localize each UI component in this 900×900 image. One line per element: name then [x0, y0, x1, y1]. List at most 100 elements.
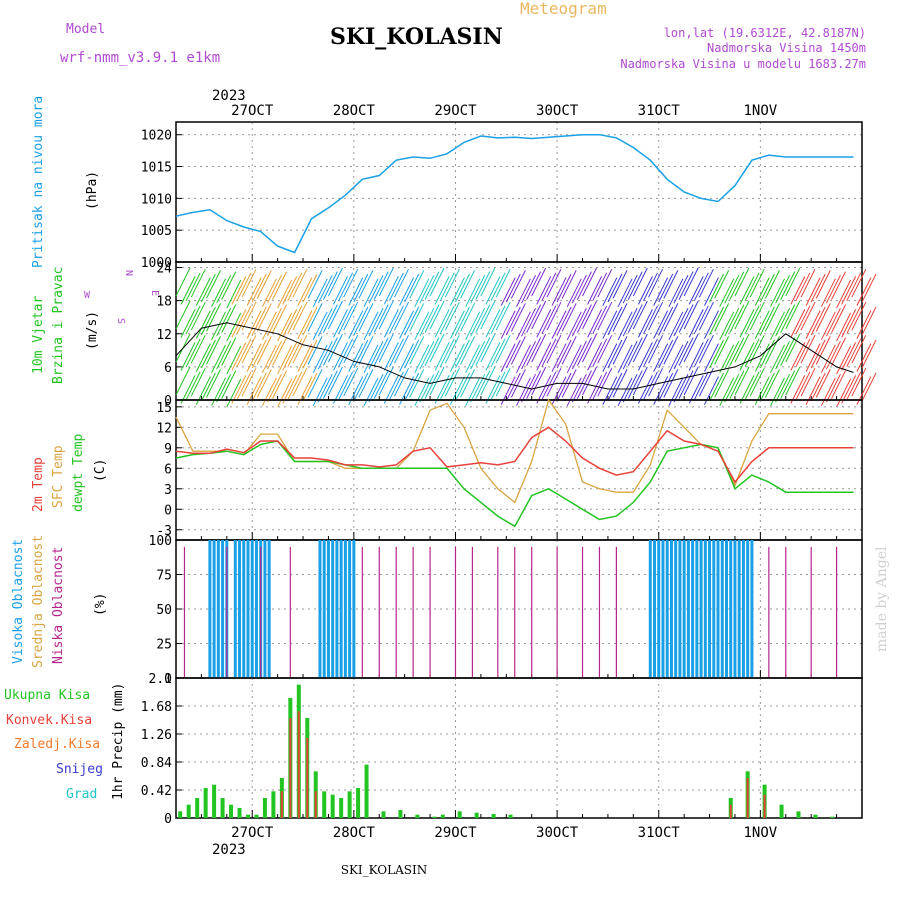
high-cloud-bar	[326, 540, 330, 678]
wind-barb	[485, 276, 501, 305]
wind-barb	[185, 305, 201, 335]
wind-barb	[338, 371, 354, 401]
wind-barb	[302, 273, 318, 303]
wind-barb	[775, 307, 791, 337]
wind-barb	[612, 303, 628, 332]
wind-barb	[404, 273, 420, 303]
total-precip-bar	[440, 814, 445, 818]
wind-barb	[414, 344, 430, 374]
wind-barb	[719, 311, 735, 341]
wind-barb	[455, 306, 470, 336]
convective-precip-bar	[280, 791, 283, 818]
wind-barb	[399, 343, 415, 372]
wind-barb	[510, 270, 526, 299]
high-cloud-bar	[267, 540, 271, 678]
wind-barb	[587, 375, 603, 404]
wind-barb	[312, 311, 328, 341]
y-tick-label: 50	[156, 603, 172, 618]
wind-barb	[536, 342, 552, 371]
wind-barb	[373, 304, 389, 333]
wind-unit: (m/s)	[85, 311, 100, 350]
wind-barb	[546, 301, 562, 331]
wind-barb	[338, 305, 354, 335]
wind-barb	[302, 339, 318, 369]
wind-barb	[312, 278, 328, 308]
wind-barb	[353, 339, 369, 369]
wind-barb	[307, 270, 323, 299]
wind-barb	[719, 278, 735, 308]
wind-barb	[841, 276, 857, 305]
wind-barb	[739, 342, 755, 371]
high-cloud-bar	[716, 540, 720, 678]
wind-barb	[226, 378, 242, 408]
wind-barb	[566, 377, 582, 407]
wind-barb	[683, 300, 699, 330]
wind-barb	[449, 310, 465, 339]
wind-barb	[353, 372, 369, 402]
wind-barb	[216, 373, 232, 403]
wind-barb	[704, 310, 719, 339]
wind-barb	[617, 278, 633, 308]
wind-barb	[180, 342, 196, 371]
wind-barb	[516, 377, 531, 407]
wind-barb	[704, 343, 719, 372]
wind-barb	[211, 311, 227, 341]
y-tick-label: 24	[156, 262, 172, 277]
wind-barb	[460, 336, 476, 365]
wind-barb	[780, 337, 796, 366]
wind-barb	[744, 371, 760, 401]
wind-barb	[282, 375, 298, 404]
total-precip-bar	[271, 791, 276, 818]
wind-barb	[846, 272, 862, 302]
wind-barb	[277, 378, 293, 408]
wind-barb	[663, 369, 679, 398]
wind-barb	[536, 375, 552, 404]
wind-barb	[576, 271, 592, 300]
wind-barb	[800, 334, 816, 364]
wind-barb	[734, 366, 750, 396]
wind-barb	[231, 375, 247, 404]
wind-barb	[317, 274, 333, 304]
wind-barb	[734, 300, 750, 330]
wind-barb	[383, 276, 399, 305]
wind-barb	[815, 369, 831, 398]
cloud-unit: (%)	[93, 593, 108, 616]
wind-barb	[709, 339, 725, 369]
y-tick-label: 6	[164, 361, 172, 376]
high-cloud-bar	[678, 540, 682, 678]
wind-barb	[805, 343, 821, 372]
high-cloud-bar	[724, 540, 728, 678]
wind-barb	[185, 272, 201, 302]
wind-barb	[297, 343, 313, 372]
wind-barb	[759, 372, 775, 402]
y-tick-label: 12	[156, 421, 172, 436]
wind-barb	[632, 267, 648, 297]
wind-barb	[419, 307, 435, 337]
date-tick-top: 31OCT	[638, 103, 681, 119]
wind-barb	[444, 301, 460, 331]
high-cloud-bar	[737, 540, 741, 678]
wind-barb	[820, 311, 836, 341]
wind-barb	[282, 309, 298, 338]
y-tick-label: 1010	[141, 192, 172, 207]
wind-barb	[470, 274, 486, 304]
compass-west: W	[84, 290, 91, 301]
pressure-unit: (hPa)	[85, 171, 100, 210]
wind-barb	[673, 373, 689, 403]
wind-barb	[765, 270, 780, 299]
high-cloud-bar	[720, 540, 724, 678]
wind-barb	[698, 334, 714, 364]
wind-barb	[226, 312, 242, 342]
wind-barb	[856, 277, 872, 306]
wind-barb	[841, 342, 857, 371]
high-cloud-bar	[733, 540, 737, 678]
wind-barb	[576, 370, 592, 399]
wind-barb	[637, 309, 653, 338]
wind-barb	[256, 336, 272, 365]
wind-barb	[429, 333, 445, 363]
wind-barb	[759, 339, 775, 369]
wind-barb	[368, 373, 384, 403]
wind-barb	[841, 375, 857, 404]
wind-barb	[195, 343, 211, 372]
wind-barb	[267, 274, 282, 304]
